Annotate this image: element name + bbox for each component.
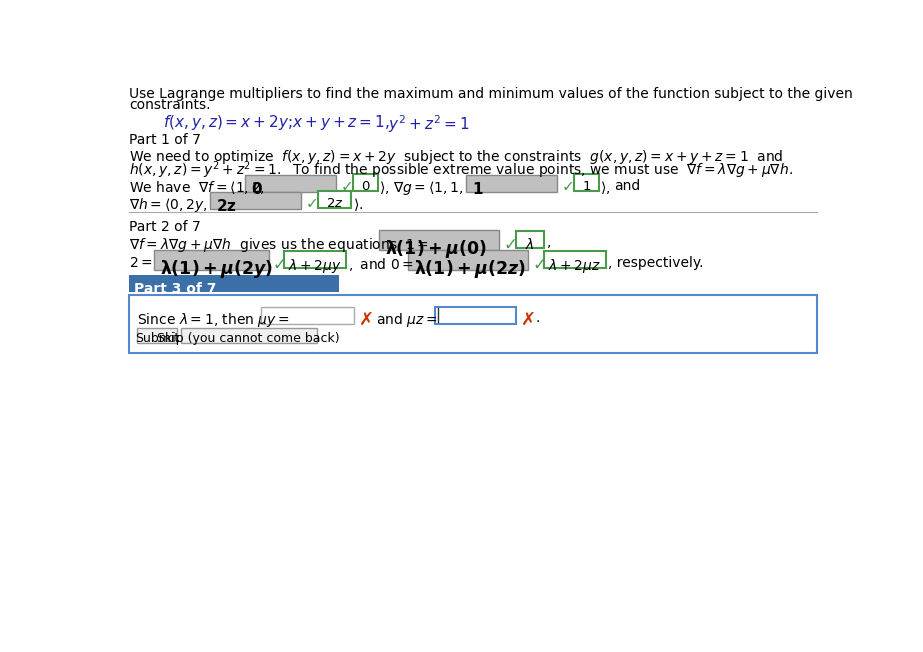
Text: $\lambda + 2\mu y$: $\lambda + 2\mu y$ xyxy=(288,257,342,275)
Text: $\boldsymbol{\lambda(1) + \mu(2y)}$: $\boldsymbol{\lambda(1) + \mu(2y)}$ xyxy=(160,258,272,280)
FancyBboxPatch shape xyxy=(318,192,351,207)
Text: ✓: ✓ xyxy=(306,196,318,211)
Text: Since $\lambda = 1$, then $\mu y = $: Since $\lambda = 1$, then $\mu y = $ xyxy=(138,311,290,329)
Text: $,$ and $0 = $: $,$ and $0 = $ xyxy=(348,256,414,273)
Text: $\boldsymbol{\lambda(1) + \mu(0)}$: $\boldsymbol{\lambda(1) + \mu(0)}$ xyxy=(385,237,486,259)
Text: ✗: ✗ xyxy=(359,311,374,329)
Text: ✓: ✓ xyxy=(562,179,574,194)
Text: $\mathbf{2z}$: $\mathbf{2z}$ xyxy=(216,198,237,214)
Text: Part 1 of 7: Part 1 of 7 xyxy=(129,133,201,147)
Text: Part 3 of 7: Part 3 of 7 xyxy=(134,282,216,295)
Text: Part 2 of 7: Part 2 of 7 xyxy=(129,220,201,234)
Text: We need to optimize  $f(x, y, z) = x + 2y$  subject to the constraints  $g(x, y,: We need to optimize $f(x, y, z) = x + 2y… xyxy=(129,147,784,166)
FancyBboxPatch shape xyxy=(435,307,516,324)
Text: Use Lagrange multipliers to find the maximum and minimum values of the function : Use Lagrange multipliers to find the max… xyxy=(129,87,853,100)
FancyBboxPatch shape xyxy=(181,328,317,343)
FancyBboxPatch shape xyxy=(466,175,557,192)
FancyBboxPatch shape xyxy=(261,307,354,324)
Text: ✓: ✓ xyxy=(272,256,286,274)
Text: $\mathbf{1}$: $\mathbf{1}$ xyxy=(472,181,484,197)
Text: and: and xyxy=(614,179,640,193)
Text: Skip (you cannot come back): Skip (you cannot come back) xyxy=(157,333,340,346)
Text: $\mathbf{0}$: $\mathbf{0}$ xyxy=(251,181,263,197)
Text: ✓: ✓ xyxy=(533,256,546,274)
Text: $x + y + z = 1,$: $x + y + z = 1,$ xyxy=(292,113,390,132)
Text: 0: 0 xyxy=(362,180,370,193)
Text: $\lambda + 2\mu z$: $\lambda + 2\mu z$ xyxy=(548,257,602,275)
Text: $,$: $,$ xyxy=(545,236,550,250)
Text: ✓: ✓ xyxy=(504,236,518,254)
FancyBboxPatch shape xyxy=(129,295,817,353)
Text: $\nabla h = \langle 0, 2y,$: $\nabla h = \langle 0, 2y,$ xyxy=(129,196,208,214)
FancyBboxPatch shape xyxy=(210,192,302,209)
Text: $\nabla g = \langle 1, 1,$: $\nabla g = \langle 1, 1,$ xyxy=(393,179,463,197)
Text: $2 = $: $2 = $ xyxy=(129,256,153,270)
Text: , respectively.: , respectively. xyxy=(608,256,703,270)
FancyBboxPatch shape xyxy=(354,175,378,190)
Text: $f(x,y,z) = x + 2y;$: $f(x,y,z) = x + 2y;$ xyxy=(163,113,293,132)
Text: $\ \ y^2 + z^2 = 1$: $\ \ y^2 + z^2 = 1$ xyxy=(378,113,470,134)
Text: $\boldsymbol{\lambda(1) + \mu(2z)}$: $\boldsymbol{\lambda(1) + \mu(2z)}$ xyxy=(414,258,525,280)
Text: ✗: ✗ xyxy=(521,311,536,329)
Text: .: . xyxy=(535,311,540,325)
Text: $\nabla f = \lambda\nabla g + \mu\nabla h$  gives us the equations  $1 = $: $\nabla f = \lambda\nabla g + \mu\nabla … xyxy=(129,236,429,254)
Text: and $\mu z = $: and $\mu z = $ xyxy=(376,311,438,329)
Text: $h(x, y, z) = y^2 + z^2 = 1.$  To find the possible extreme value points, we mus: $h(x, y, z) = y^2 + z^2 = 1.$ To find th… xyxy=(129,159,793,181)
Text: constraints.: constraints. xyxy=(129,98,210,112)
FancyBboxPatch shape xyxy=(574,175,599,190)
FancyBboxPatch shape xyxy=(408,250,529,270)
Text: $\rangle.$: $\rangle.$ xyxy=(353,196,363,213)
FancyBboxPatch shape xyxy=(129,275,339,292)
FancyBboxPatch shape xyxy=(138,328,177,343)
FancyBboxPatch shape xyxy=(516,231,544,248)
FancyBboxPatch shape xyxy=(154,250,269,270)
Text: 1: 1 xyxy=(582,180,591,193)
Text: $\rangle,$: $\rangle,$ xyxy=(600,179,610,196)
Text: $\lambda$: $\lambda$ xyxy=(525,237,534,252)
Text: $2z$: $2z$ xyxy=(326,197,343,210)
Text: ✓: ✓ xyxy=(341,179,354,194)
FancyBboxPatch shape xyxy=(245,175,336,192)
Text: $\rangle,$: $\rangle,$ xyxy=(378,179,390,196)
FancyBboxPatch shape xyxy=(284,251,346,268)
Text: We have  $\nabla f = \langle 1, 2,$: We have $\nabla f = \langle 1, 2,$ xyxy=(129,179,265,196)
FancyBboxPatch shape xyxy=(378,230,499,250)
FancyBboxPatch shape xyxy=(544,251,606,268)
Text: Submit: Submit xyxy=(135,333,179,346)
